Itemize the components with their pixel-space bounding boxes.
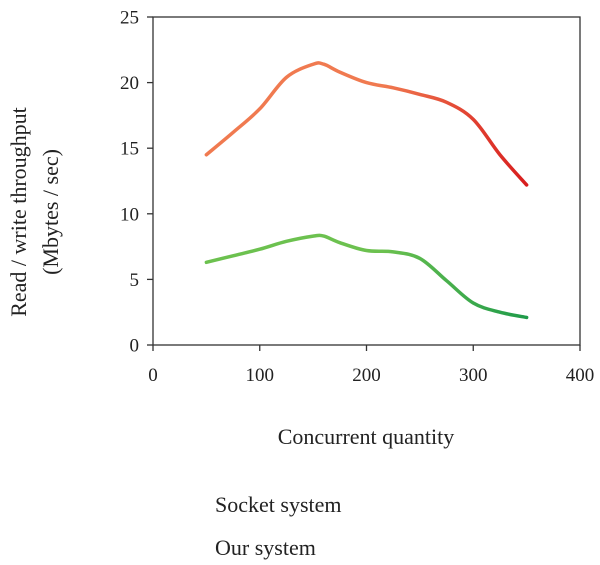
x-tick-label: 300 — [459, 365, 488, 386]
y-tick-label: 10 — [120, 204, 139, 225]
x-tick-label: 400 — [566, 365, 595, 386]
x-axis-title: Concurrent quantity — [278, 424, 455, 449]
series-lines — [204, 61, 529, 320]
plot-frame — [152, 16, 581, 346]
x-tick-label: 100 — [246, 365, 275, 386]
x-tick-label: 0 — [148, 365, 158, 386]
y-axis-title-line-1: Read / write throughput — [6, 107, 31, 317]
y-axis-title: Read / write throughput (Mbytes / sec) — [6, 107, 63, 317]
y-tick-label: 0 — [130, 336, 140, 357]
y-tick-label: 25 — [120, 8, 139, 29]
legend-label-socket-system: Socket system — [215, 492, 342, 517]
legend: Socket system Our system — [156, 492, 342, 560]
y-axis-title-line-2: (Mbytes / sec) — [38, 149, 63, 275]
y-tick-label: 20 — [120, 73, 139, 94]
series-line-socket-system — [204, 61, 529, 187]
axis-ticks: 0 5 10 15 20 25 0 100 200 300 400 — [120, 8, 594, 387]
x-tick-label: 200 — [352, 365, 381, 386]
y-tick-label: 15 — [120, 139, 139, 160]
series-line-our-system — [204, 233, 529, 320]
legend-label-our-system: Our system — [215, 535, 316, 560]
y-tick-label: 5 — [130, 270, 140, 291]
